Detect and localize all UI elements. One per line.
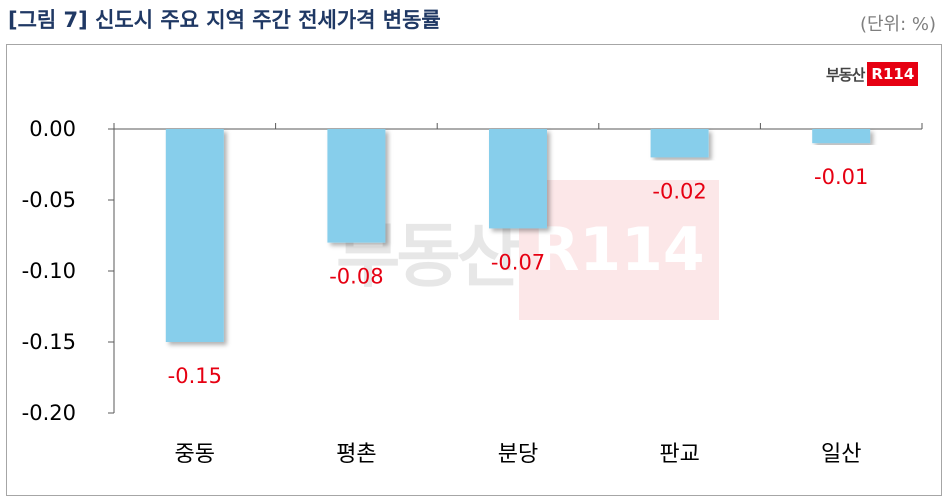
logo-badge: R114 [867, 62, 919, 86]
bar [812, 129, 871, 144]
data-label: -0.07 [491, 250, 545, 274]
chart-frame [6, 44, 942, 496]
bar [650, 129, 709, 158]
bar [165, 129, 224, 342]
y-tick-label: -0.05 [22, 188, 76, 212]
bar [327, 129, 386, 243]
data-label: -0.15 [168, 364, 222, 388]
unit-label: (단위: %) [859, 14, 936, 35]
x-tick-label: 평촌 [336, 442, 376, 467]
data-label: -0.01 [814, 165, 868, 189]
watermark-logo: 부동산 R114 [336, 180, 719, 320]
x-tick-label: 판교 [659, 442, 699, 467]
x-tick-label: 일산 [821, 442, 861, 467]
brand-logo: 부동산 R114 [826, 62, 919, 86]
data-label: -0.02 [652, 179, 706, 203]
y-tick-label: -0.15 [22, 330, 76, 354]
data-label: -0.08 [329, 265, 383, 289]
y-tick-label: 0.00 [29, 117, 76, 141]
x-tick-label: 분당 [498, 442, 538, 467]
y-tick-label: -0.10 [22, 259, 76, 283]
x-tick-label: 중동 [175, 442, 215, 467]
logo-text: 부동산 [826, 65, 865, 84]
watermark-badge: R114 [519, 180, 719, 320]
y-tick-label: -0.20 [22, 401, 76, 425]
chart-title: [그림 7] 신도시 주요 지역 주간 전세가격 변동률 [8, 8, 441, 32]
bar [489, 129, 547, 229]
